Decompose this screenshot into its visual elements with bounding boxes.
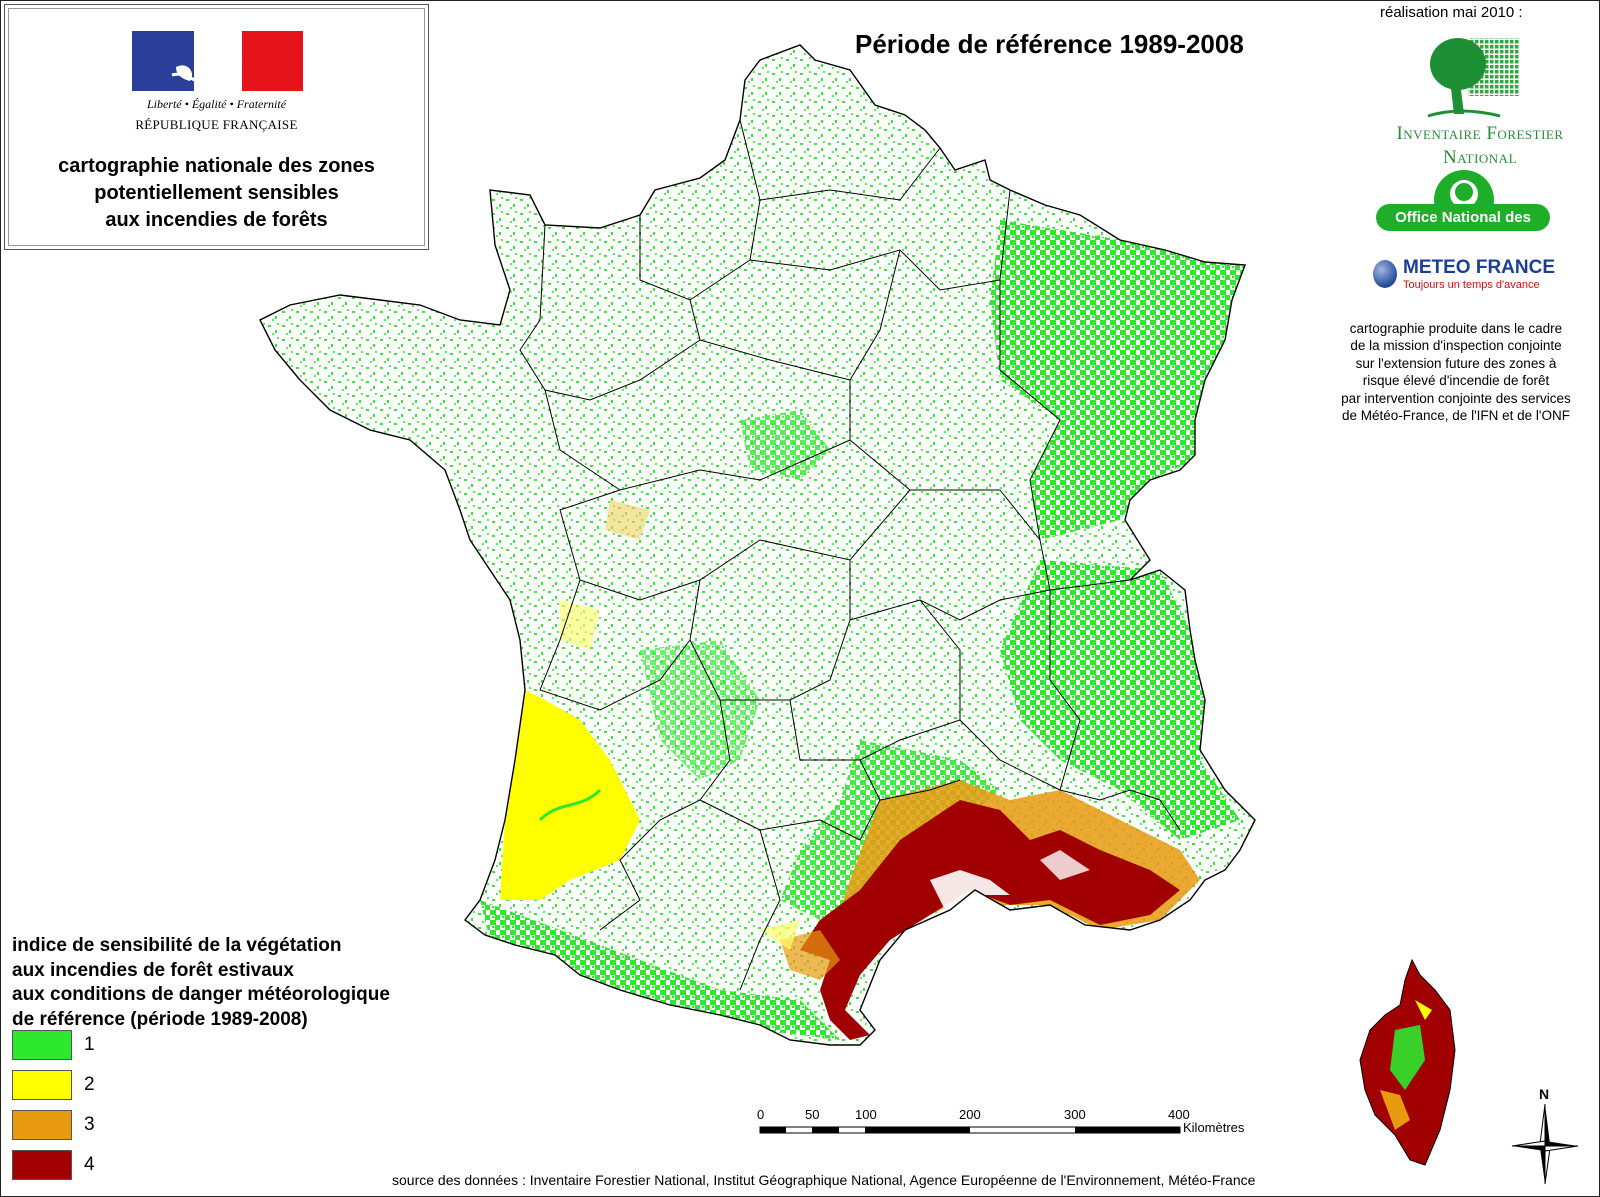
meteo-france-globe-icon <box>1373 260 1397 288</box>
legend-title-line: aux conditions de danger météorologique <box>12 984 390 1005</box>
marianne-flag-logo <box>132 31 303 91</box>
mission-description: cartographie produite dans le cadre de l… <box>1320 320 1592 424</box>
description-line: risque élevé d'incendie de forêt <box>1362 373 1550 389</box>
ifn-name-line: National <box>1442 147 1518 168</box>
legend-label: 3 <box>84 1114 95 1135</box>
data-source: source des données : Inventaire Forestie… <box>392 1172 1256 1188</box>
legend-item: 1 <box>12 1030 212 1060</box>
legend-title-line: de référence (période 1989-2008) <box>12 1008 308 1030</box>
scale-unit: Kilomètres <box>1183 1120 1245 1135</box>
header-title: cartographie nationale des zones potenti… <box>5 153 428 234</box>
description-line: cartographie produite dans le cadre <box>1349 321 1563 336</box>
legend-label: 2 <box>84 1074 95 1095</box>
description-line: de la mission d'inspection conjointe <box>1350 338 1562 354</box>
description-line: par intervention conjointe des services <box>1341 390 1571 406</box>
map-title: Période de référence 1989-2008 <box>855 29 1244 59</box>
republic-motto: Liberté • Égalité • Fraternité <box>146 97 287 111</box>
meteo-france-name: METEO FRANCE <box>1403 257 1555 278</box>
scale-tick-label: 400 <box>1168 1107 1190 1122</box>
legend-swatch <box>12 1150 72 1180</box>
legend-item: 2 <box>12 1070 212 1100</box>
legend-swatch <box>12 1030 72 1060</box>
legend-item: 3 <box>12 1110 212 1140</box>
legend-title: indice de sensibilité de la végétation a… <box>12 934 390 1032</box>
north-label: N <box>1539 1086 1550 1102</box>
legend-swatch <box>12 1070 72 1100</box>
realisation-date: réalisation mai 2010 : <box>1380 4 1523 21</box>
legend-swatch <box>12 1110 72 1140</box>
header-title-line: potentiellement sensibles <box>94 182 339 204</box>
ifn-name: Inventaire Forestier National <box>1370 122 1590 170</box>
vegetation-layer <box>260 45 1255 1045</box>
description-line: sur l'extension future des zones à <box>1355 355 1557 371</box>
corsica-island <box>1359 958 1456 1166</box>
north-arrow-icon <box>1511 1103 1579 1185</box>
ifn-name-line: Inventaire Forestier <box>1396 123 1564 144</box>
scale-tick-label: 50 <box>805 1107 820 1122</box>
republique-francaise-box: Liberté • Égalité • Fraternité RÉPUBLIQU… <box>4 4 429 250</box>
onf-label: Office National des Forêts <box>1376 204 1550 253</box>
legend-label: 1 <box>84 1034 95 1055</box>
legend-label: 4 <box>84 1154 95 1175</box>
legend-title-line: aux incendies de forêt estivaux <box>12 959 294 981</box>
scale-tick-label: 0 <box>757 1107 765 1122</box>
republic-name: RÉPUBLIQUE FRANÇAISE <box>135 117 298 132</box>
header-title-line: cartographie nationale des zones <box>58 155 375 177</box>
meteo-france-slogan: Toujours un temps d'avance <box>1403 279 1540 291</box>
legend-item: 4 <box>12 1150 212 1180</box>
scale-tick-label: 300 <box>1064 1107 1086 1122</box>
legend-title-line: indice de sensibilité de la végétation <box>12 935 342 956</box>
region-boundaries <box>519 119 1181 991</box>
ifn-tree-logo <box>1427 38 1520 118</box>
scale-tick-label: 200 <box>959 1107 981 1122</box>
scale-bar <box>759 1126 1181 1134</box>
scale-tick-label: 100 <box>855 1107 877 1122</box>
description-line: de Météo-France, de l'IFN et de l'ONF <box>1342 408 1570 424</box>
header-title-line: aux incendies de forêts <box>105 209 328 231</box>
